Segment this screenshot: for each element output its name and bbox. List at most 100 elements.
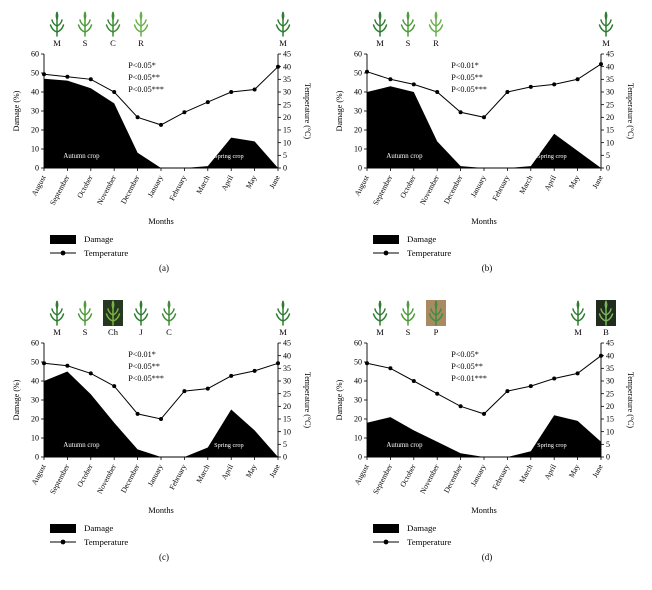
left-tick-label: 10: [31, 434, 39, 443]
crop-letter: S: [405, 327, 411, 337]
y-axis-label-damage: Damage (%): [12, 90, 21, 131]
crop-letter: M: [53, 38, 61, 48]
right-tick-label: 5: [283, 151, 287, 160]
month-label: October: [75, 462, 95, 488]
pigeonpea-plant-icon: [426, 300, 446, 326]
right-tick-label: 5: [606, 440, 610, 449]
legend-label-temperature: Temperature: [407, 537, 452, 547]
right-tick-label: 30: [606, 377, 614, 386]
temperature-marker: [182, 110, 187, 115]
crop-icon-item: M: [272, 11, 294, 48]
legend-item-temperature: Temperature: [50, 537, 318, 547]
temperature-marker: [411, 82, 416, 87]
temperature-marker: [388, 366, 393, 371]
crop-letter: S: [82, 38, 88, 48]
pvalue-annotation: P<0.05**: [128, 362, 160, 371]
sorghum-plant-icon: [400, 300, 416, 326]
right-tick-label: 0: [606, 164, 610, 173]
x-axis-label: Months: [471, 506, 497, 515]
pvalue-annotation: P<0.05***: [128, 85, 164, 94]
damage-area: [44, 371, 278, 457]
sorghum-plant-icon: [77, 300, 93, 326]
right-tick-label: 35: [606, 75, 614, 84]
left-tick-label: 10: [31, 145, 39, 154]
legend-item-temperature: Temperature: [50, 248, 318, 258]
y-axis-label-damage: Damage (%): [12, 379, 21, 420]
left-tick-label: 10: [354, 145, 362, 154]
right-tick-label: 40: [283, 62, 291, 71]
crop-icon-item: J: [130, 300, 152, 337]
right-tick-label: 20: [606, 402, 614, 411]
crop-letter: S: [405, 38, 411, 48]
left-tick-label: 40: [354, 88, 362, 97]
crop-letter: M: [279, 327, 287, 337]
month-label: November: [95, 173, 118, 206]
month-label: January: [469, 463, 488, 488]
sorghum-plant-icon: [77, 11, 93, 37]
temperature-line: [366, 355, 602, 415]
temperature-marker: [505, 389, 510, 394]
chart-legend: Damage Temperature: [10, 523, 318, 547]
crop-letter: P: [433, 327, 439, 337]
left-tick-label: 30: [31, 396, 39, 405]
pvalue-annotation: P<0.01***: [451, 374, 487, 383]
crop-icon-row: M S Ch J C M: [10, 295, 318, 337]
right-tick-label: 35: [606, 364, 614, 373]
right-tick-label: 45: [606, 339, 614, 348]
rice-plant-icon: [428, 11, 444, 37]
y-axis-label-temperature: Temperature (°C): [626, 372, 635, 429]
month-label: August: [30, 462, 49, 486]
left-tick-label: 20: [354, 415, 362, 424]
temperature-marker: [135, 411, 140, 416]
x-axis-label: Months: [148, 217, 174, 226]
temperature-marker: [112, 90, 117, 94]
month-label: September: [371, 173, 394, 206]
right-tick-label: 30: [606, 88, 614, 97]
crop-icon-item: M: [567, 300, 589, 337]
temperature-marker: [159, 417, 163, 421]
temperature-line-swatch: [373, 250, 399, 256]
month-label: November: [418, 462, 441, 495]
left-tick-label: 50: [354, 69, 362, 78]
crop-icon-item: S: [397, 11, 419, 48]
crop-letter: M: [53, 327, 61, 337]
crop-icon-item: M: [369, 11, 391, 48]
legend-label-damage: Damage: [407, 523, 437, 533]
maize-plant-icon: [570, 300, 586, 326]
month-label: August: [30, 173, 49, 197]
temperature-marker: [388, 77, 393, 82]
crop-icon-item: Ch: [102, 300, 124, 337]
month-label: May: [244, 463, 259, 480]
rice-plant-icon: [133, 11, 149, 37]
temperature-marker: [159, 122, 163, 127]
temperature-marker: [552, 82, 557, 87]
pvalue-annotation: P<0.01*: [451, 61, 479, 70]
legend-item-temperature: Temperature: [373, 537, 641, 547]
crop-letter: M: [574, 327, 582, 337]
temperature-marker: [482, 115, 486, 120]
damage-temperature-chart-d: 0 10 20 30 40 50 60 0 5 10 15 20 25 30 35 40 45 August Sep…: [335, 339, 635, 515]
damage-swatch: [50, 523, 76, 533]
crop-icon-item: C: [102, 11, 124, 48]
crop-icons-right: M: [595, 11, 617, 48]
month-label: August: [353, 173, 372, 197]
month-label: August: [353, 462, 372, 486]
right-tick-label: 40: [283, 351, 291, 360]
autumn-crop-label: Autumn crop: [386, 153, 423, 160]
panel-label-d: (d): [481, 552, 493, 562]
crop-icon-item: M: [46, 11, 68, 48]
legend-item-temperature: Temperature: [373, 248, 641, 258]
left-tick-label: 20: [31, 415, 39, 424]
damage-area: [44, 78, 278, 168]
month-label: December: [442, 173, 465, 205]
left-tick-label: 20: [31, 126, 39, 135]
crop-letter: M: [376, 38, 384, 48]
crop-icon-item: M: [369, 300, 391, 337]
month-label: January: [469, 174, 488, 199]
right-tick-label: 20: [283, 402, 291, 411]
